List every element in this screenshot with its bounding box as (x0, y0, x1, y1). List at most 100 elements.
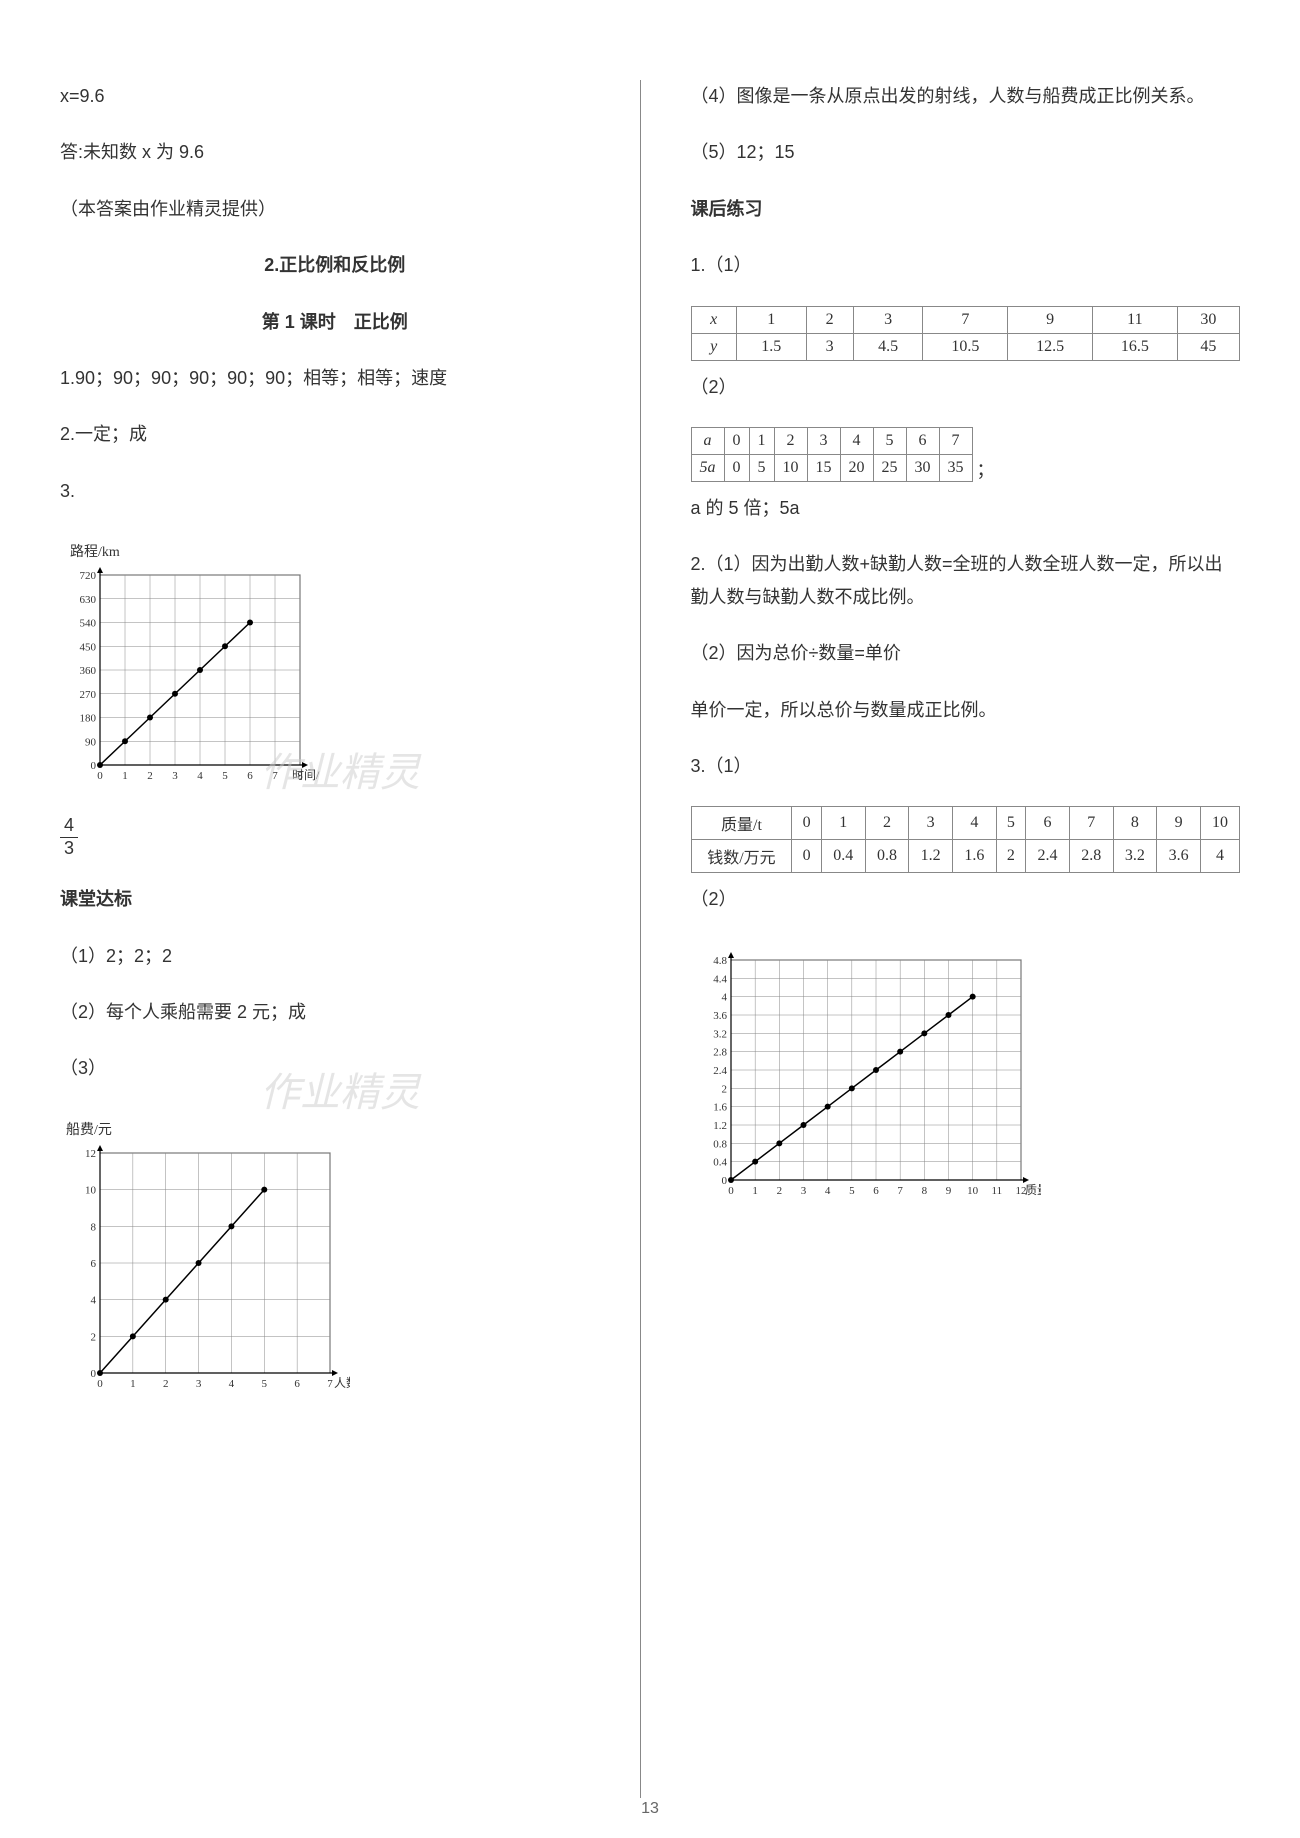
svg-text:1.6: 1.6 (713, 1101, 727, 1113)
chart-mass-price: 00.40.81.21.622.42.83.23.644.44.80123456… (691, 950, 1241, 1210)
table-cell: 4 (952, 807, 996, 840)
svg-text:人数: 人数 (334, 1375, 350, 1390)
table-cell: 12.5 (1008, 333, 1093, 360)
svg-text:3.6: 3.6 (713, 1010, 727, 1022)
svg-text:270: 270 (80, 689, 97, 701)
answer-item: 2.（1）因为出勤人数+缺勤人数=全班的人数全班人数一定，所以出勤人数与缺勤人数… (691, 548, 1241, 613)
table-cell: 0 (724, 454, 749, 481)
answer-item: 单价一定，所以总价与数量成正比例。 (691, 694, 1241, 726)
svg-text:7: 7 (897, 1185, 903, 1197)
svg-text:10: 10 (967, 1185, 979, 1197)
answer-item: 3.（1） (691, 750, 1241, 782)
svg-text:1: 1 (752, 1185, 758, 1197)
table-cell: 25 (873, 454, 906, 481)
table-cell: 6 (906, 427, 939, 454)
data-table-5a: a012345675a05101520253035 (691, 427, 973, 482)
table-cell: 5 (873, 427, 906, 454)
svg-text:1: 1 (130, 1378, 136, 1390)
svg-text:2: 2 (776, 1185, 782, 1197)
svg-text:360: 360 (80, 665, 97, 677)
svg-text:450: 450 (80, 641, 97, 653)
chart-ylabel: 船费/元 (66, 1119, 610, 1139)
table-cell: 钱数/万元 (691, 840, 792, 873)
answer-item: 3. (60, 475, 610, 507)
svg-text:0.4: 0.4 (713, 1156, 727, 1168)
subsection-heading: 课后练习 (691, 193, 1241, 225)
table-cell: 30 (1177, 306, 1239, 333)
table-cell: 3 (853, 306, 923, 333)
svg-text:2: 2 (721, 1083, 727, 1095)
answer-item: （1）2；2；2 (60, 940, 610, 972)
lesson-heading: 第 1 课时 正比例 (60, 306, 610, 338)
table-cell: 0.8 (865, 840, 909, 873)
svg-text:0: 0 (97, 1378, 103, 1390)
table-cell: 2 (774, 427, 807, 454)
answer-item: 1.（1） (691, 249, 1241, 281)
table-cell: 7 (1069, 807, 1113, 840)
table-cell: 10 (1200, 807, 1239, 840)
svg-text:1.2: 1.2 (713, 1120, 727, 1132)
svg-text:2.4: 2.4 (713, 1065, 727, 1077)
table-cell: 1 (821, 807, 865, 840)
table-cell: 4 (840, 427, 873, 454)
table-cell: 11 (1092, 306, 1177, 333)
svg-text:90: 90 (85, 736, 97, 748)
table-cell: 2 (996, 840, 1026, 873)
table-cell: 1 (736, 306, 806, 333)
svg-text:720: 720 (80, 570, 97, 582)
svg-text:2: 2 (163, 1378, 169, 1390)
svg-text:4.8: 4.8 (713, 955, 727, 967)
data-table-mass-price: 质量/t012345678910钱数/万元00.40.81.21.622.42.… (691, 806, 1241, 873)
svg-text:11: 11 (991, 1185, 1002, 1197)
answer-item: （2）因为总价÷数量=单价 (691, 637, 1241, 669)
svg-text:0: 0 (91, 1368, 97, 1380)
table-cell: 4 (1200, 840, 1239, 873)
table-cell: 30 (906, 454, 939, 481)
answer-item: 1.90；90；90；90；90；90；相等；相等；速度 (60, 362, 610, 394)
table-cell: 9 (1008, 306, 1093, 333)
answer-item: （3） (60, 1052, 610, 1084)
answer-item: （2） (691, 883, 1241, 915)
answer-item: （5）12；15 (691, 136, 1241, 168)
table-cell: 16.5 (1092, 333, 1177, 360)
table-cell: 3 (807, 427, 840, 454)
table-cell: 3.6 (1157, 840, 1201, 873)
chart-fare-people: 船费/元 02468101201234567人数 (60, 1119, 610, 1403)
svg-text:0: 0 (721, 1175, 727, 1187)
svg-text:3: 3 (196, 1378, 202, 1390)
answer-item: （2） (691, 371, 1241, 403)
svg-text:质量/t: 质量/t (1025, 1183, 1041, 1197)
svg-text:630: 630 (80, 594, 97, 606)
section-heading: 2.正比例和反比例 (60, 249, 610, 281)
table-cell: 35 (939, 454, 972, 481)
svg-text:5: 5 (222, 770, 228, 782)
table-cell: 0 (792, 807, 822, 840)
svg-text:4: 4 (824, 1185, 830, 1197)
svg-text:2: 2 (147, 770, 153, 782)
table-cell: 3 (909, 807, 953, 840)
svg-text:4: 4 (197, 770, 203, 782)
table-cell: 1 (749, 427, 774, 454)
table-cell: 20 (840, 454, 873, 481)
table-cell: 2.4 (1026, 840, 1070, 873)
semicolon: ； (977, 456, 995, 482)
svg-text:3: 3 (800, 1185, 806, 1197)
fraction: 4 3 (60, 815, 610, 859)
table-cell: 5a (691, 454, 724, 481)
svg-text:0.8: 0.8 (713, 1138, 727, 1150)
svg-text:6: 6 (873, 1185, 879, 1197)
table-cell: 5 (996, 807, 1026, 840)
svg-text:6: 6 (294, 1378, 300, 1390)
table-cell: 质量/t (691, 807, 792, 840)
table-cell: 3.2 (1113, 840, 1157, 873)
text-line: 答:未知数 x 为 9.6 (60, 136, 610, 168)
svg-text:7: 7 (327, 1378, 333, 1390)
svg-text:时间/时: 时间/时 (292, 768, 320, 782)
table-cell: a (691, 427, 724, 454)
table-cell: 8 (1113, 807, 1157, 840)
svg-text:4: 4 (721, 991, 727, 1003)
table-cell: 10 (774, 454, 807, 481)
table-cell: 1.6 (952, 840, 996, 873)
table-cell: 2.8 (1069, 840, 1113, 873)
table-cell: 15 (807, 454, 840, 481)
